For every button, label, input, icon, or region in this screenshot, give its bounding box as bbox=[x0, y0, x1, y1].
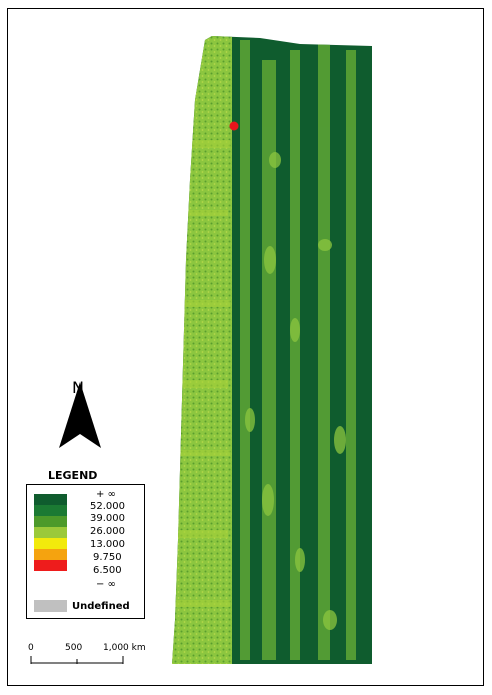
legend-undefined-swatch bbox=[34, 600, 67, 612]
legend-swatch-2 bbox=[34, 505, 67, 516]
legend-swatch-1 bbox=[34, 494, 67, 505]
legend-label: 9.750 bbox=[93, 552, 122, 563]
legend-swatch-3 bbox=[34, 516, 67, 527]
legend-swatch-7 bbox=[34, 560, 67, 571]
legend-swatch-4 bbox=[34, 527, 67, 538]
legend-label: 6.500 bbox=[93, 565, 122, 576]
scale-label-500: 500 bbox=[65, 643, 83, 653]
north-label: N bbox=[72, 378, 84, 397]
legend-label: 39.000 bbox=[90, 513, 125, 524]
legend-swatch-5 bbox=[34, 538, 67, 549]
legend-label: + ∞ bbox=[96, 489, 116, 500]
legend-label: 26.000 bbox=[90, 526, 125, 537]
legend-undefined-label: Undefined bbox=[72, 601, 130, 612]
legend-label: 13.000 bbox=[90, 539, 125, 550]
legend-label: − ∞ bbox=[96, 579, 116, 590]
north-arrow-icon bbox=[59, 382, 101, 448]
scale-bar bbox=[30, 656, 124, 664]
scale-label-1000: 1,000 km bbox=[103, 643, 146, 653]
legend-title: LEGEND bbox=[48, 469, 98, 482]
legend-swatch-6 bbox=[34, 549, 67, 560]
legend-label: 52.000 bbox=[90, 501, 125, 512]
scale-label-0: 0 bbox=[28, 643, 34, 653]
